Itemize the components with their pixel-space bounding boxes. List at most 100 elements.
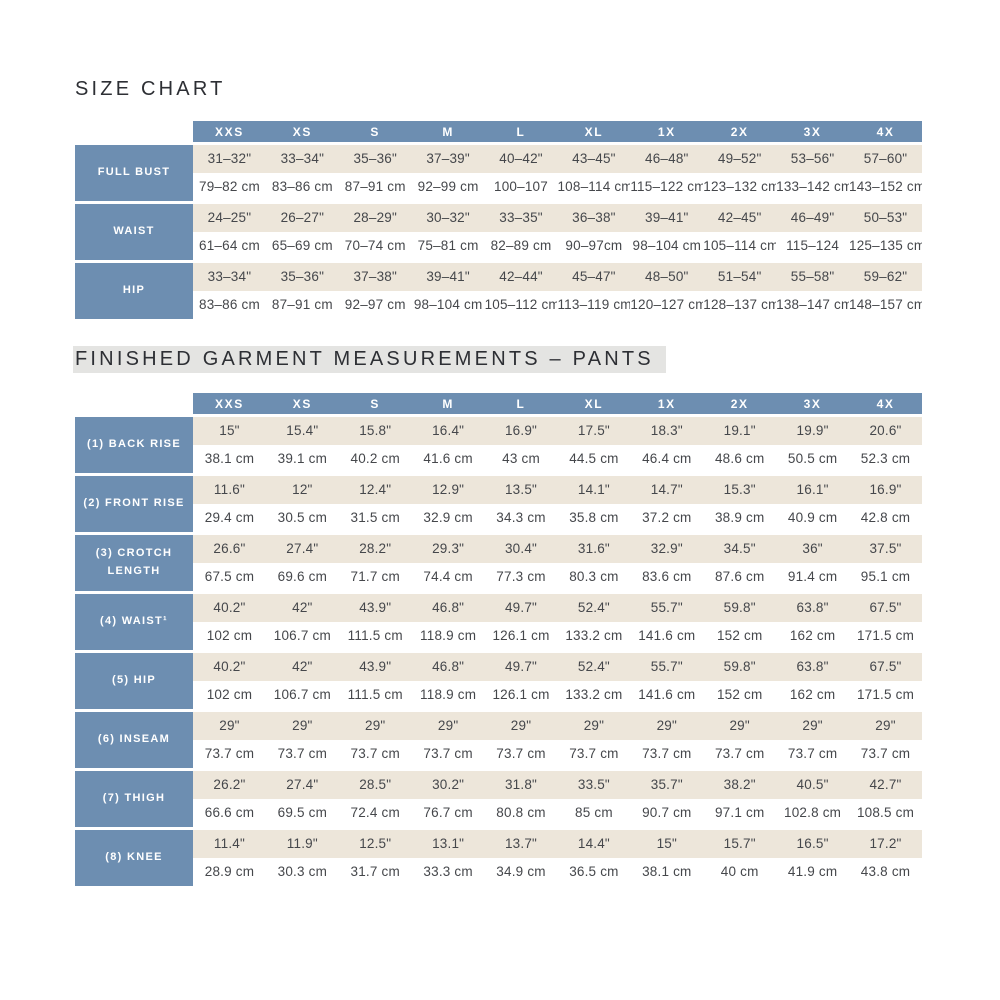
garment-cell: 34.5" 87.6 cm (703, 535, 777, 591)
garment-value-cm: 73.7 cm (193, 740, 266, 768)
garment-cell: 13.7" 34.9 cm (484, 830, 558, 886)
garment-value-inches: 34.5" (703, 535, 777, 563)
size-chart-cell: 40–42" 100–107 (484, 145, 558, 201)
garment-cell: 43.9" 111.5 cm (338, 653, 412, 709)
size-chart-column-header-s: S (338, 121, 412, 142)
size-chart-value-cm: 123–132 cm (703, 173, 777, 201)
size-chart-value-cm: 82–89 cm (484, 232, 558, 260)
garment-cell: 26.6" 67.5 cm (193, 535, 266, 591)
size-chart-value-inches: 42–44" (484, 263, 558, 291)
size-chart-column-header-l: L (484, 121, 558, 142)
garment-value-inches: 12.5" (338, 830, 412, 858)
garment-cell: 40.2" 102 cm (193, 594, 266, 650)
garment-value-inches: 52.4" (557, 594, 631, 622)
garment-column-header-2x: 2X (703, 393, 777, 414)
garment-value-inches: 19.9" (776, 417, 850, 445)
garment-column-header-m: M (411, 393, 485, 414)
garment-row-label: (8) KNEE (75, 830, 193, 886)
size-chart-cell: 59–62" 148–157 cm (849, 263, 922, 319)
garment-value-cm: 83.6 cm (630, 563, 704, 591)
size-chart-value-cm: 113–119 cm (557, 291, 631, 319)
size-chart-value-inches: 40–42" (484, 145, 558, 173)
garment-value-cm: 38.1 cm (193, 445, 266, 473)
size-chart-title: SIZE CHART (75, 78, 226, 100)
garment-value-inches: 43.9" (338, 594, 412, 622)
garment-column-header-s: S (338, 393, 412, 414)
garment-row-label: (5) HIP (75, 653, 193, 709)
size-chart-value-cm: 125–135 cm (849, 232, 922, 260)
size-chart-column-header-2x: 2X (703, 121, 777, 142)
garment-measurements-table: XXS XS S M L XL 1X 2X 3X 4X (1) BACK RISE 15" 38.1 c… (75, 390, 922, 889)
garment-cell: 12.9" 32.9 cm (411, 476, 485, 532)
garment-value-inches: 52.4" (557, 653, 631, 681)
size-chart-cell: 46–49" 115–124 (776, 204, 850, 260)
garment-value-cm: 133.2 cm (557, 681, 631, 709)
size-chart-value-cm: 133–142 cm (776, 173, 850, 201)
garment-value-inches: 27.4" (265, 771, 339, 799)
size-chart-cell: 42–45" 105–114 cm (703, 204, 777, 260)
garment-value-inches: 49.7" (484, 594, 558, 622)
garment-value-cm: 69.6 cm (265, 563, 339, 591)
garment-value-cm: 38.1 cm (630, 858, 704, 886)
garment-value-cm: 73.7 cm (338, 740, 412, 768)
size-chart-value-cm: 65–69 cm (265, 232, 339, 260)
size-chart-cell: 35–36" 87–91 cm (338, 145, 412, 201)
garment-cell: 59.8" 152 cm (703, 653, 777, 709)
size-chart-value-cm: 61–64 cm (193, 232, 266, 260)
garment-cell: 15" 38.1 cm (193, 417, 266, 473)
garment-value-cm: 77.3 cm (484, 563, 558, 591)
garment-cell: 30.4" 77.3 cm (484, 535, 558, 591)
size-chart-value-inches: 37–38" (338, 263, 412, 291)
size-chart-value-cm: 70–74 cm (338, 232, 412, 260)
size-chart-cell: 48–50" 120–127 cm (630, 263, 704, 319)
garment-value-cm: 74.4 cm (411, 563, 485, 591)
garment-row-label: (3) CROTCH LENGTH (75, 535, 193, 591)
garment-value-cm: 50.5 cm (776, 445, 850, 473)
garment-column-header-4x: 4X (849, 393, 922, 414)
garment-value-inches: 29" (849, 712, 922, 740)
garment-value-inches: 49.7" (484, 653, 558, 681)
garment-value-cm: 126.1 cm (484, 622, 558, 650)
garment-cell: 36" 91.4 cm (776, 535, 850, 591)
garment-value-inches: 15.7" (703, 830, 777, 858)
garment-value-inches: 55.7" (630, 653, 704, 681)
garment-cell: 11.4" 28.9 cm (193, 830, 266, 886)
size-chart-value-inches: 36–38" (557, 204, 631, 232)
size-chart-row-label: WAIST (75, 204, 193, 260)
garment-cell: 52.4" 133.2 cm (557, 653, 631, 709)
garment-value-inches: 29" (557, 712, 631, 740)
garment-value-inches: 28.5" (338, 771, 412, 799)
garment-value-inches: 15" (630, 830, 704, 858)
size-chart-value-inches: 55–58" (776, 263, 850, 291)
garment-column-header-3x: 3X (776, 393, 850, 414)
size-chart-value-cm: 138–147 cm (776, 291, 850, 319)
garment-value-inches: 63.8" (776, 594, 850, 622)
garment-cell: 11.6" 29.4 cm (193, 476, 266, 532)
garment-value-inches: 15.8" (338, 417, 412, 445)
garment-value-inches: 12.9" (411, 476, 485, 504)
garment-column-header-l: L (484, 393, 558, 414)
garment-cell: 15" 38.1 cm (630, 830, 704, 886)
garment-cell: 15.3" 38.9 cm (703, 476, 777, 532)
garment-row-label: (4) WAIST¹ (75, 594, 193, 650)
garment-cell: 17.5" 44.5 cm (557, 417, 631, 473)
garment-value-cm: 102 cm (193, 622, 266, 650)
garment-value-inches: 14.1" (557, 476, 631, 504)
garment-value-cm: 72.4 cm (338, 799, 412, 827)
garment-value-inches: 35.7" (630, 771, 704, 799)
size-chart-table: XXS XS S M L XL 1X 2X 3X 4X FULL BUST 31–32" 79–82 c… (75, 118, 922, 322)
garment-value-inches: 20.6" (849, 417, 922, 445)
garment-column-header-xl: XL (557, 393, 631, 414)
garment-value-inches: 16.9" (849, 476, 922, 504)
garment-cell: 29.3" 74.4 cm (411, 535, 485, 591)
garment-cell: 43.9" 111.5 cm (338, 594, 412, 650)
size-chart-value-inches: 48–50" (630, 263, 704, 291)
size-chart-cell: 36–38" 90–97cm (557, 204, 631, 260)
garment-value-cm: 39.1 cm (265, 445, 339, 473)
garment-value-cm: 85 cm (557, 799, 631, 827)
size-chart-value-inches: 46–48" (630, 145, 704, 173)
garment-value-inches: 17.2" (849, 830, 922, 858)
garment-value-inches: 19.1" (703, 417, 777, 445)
garment-value-inches: 28.2" (338, 535, 412, 563)
garment-value-inches: 16.5" (776, 830, 850, 858)
